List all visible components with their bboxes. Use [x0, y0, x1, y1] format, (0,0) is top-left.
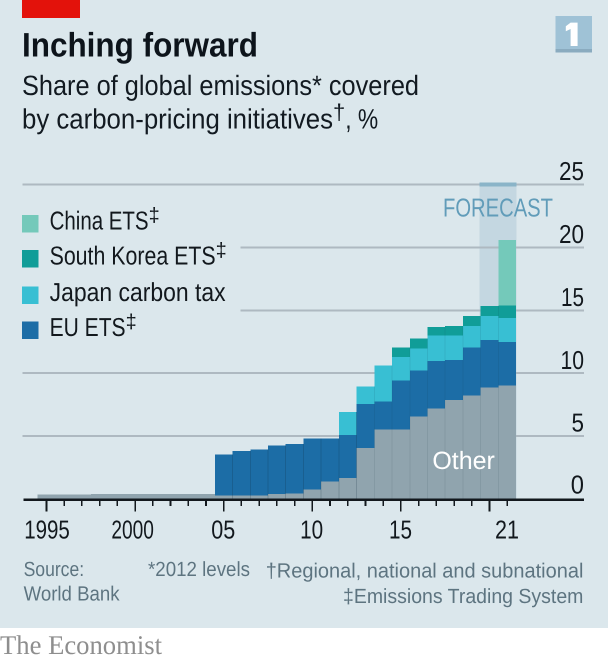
svg-text:25: 25 — [559, 156, 584, 186]
svg-text:1995: 1995 — [24, 514, 70, 544]
svg-text:Source:: Source: — [24, 558, 85, 581]
svg-text:Inching forward: Inching forward — [22, 27, 258, 65]
svg-text:05: 05 — [211, 514, 235, 544]
svg-text:15: 15 — [389, 514, 412, 544]
svg-text:20: 20 — [559, 219, 584, 249]
svg-text:15: 15 — [561, 282, 584, 312]
svg-text:FORECAST: FORECAST — [443, 192, 553, 222]
svg-text:World Bank: World Bank — [24, 583, 121, 606]
svg-text:21: 21 — [495, 514, 519, 544]
svg-text:10: 10 — [561, 345, 585, 375]
svg-text:‡Emissions Trading System: ‡Emissions Trading System — [343, 585, 583, 608]
svg-text:South Korea ETS‡: South Korea ETS‡ — [50, 240, 227, 271]
svg-text:Other: Other — [432, 447, 495, 475]
svg-text:EU ETS‡: EU ETS‡ — [50, 311, 137, 342]
svg-text:Japan carbon tax: Japan carbon tax — [50, 277, 226, 307]
svg-text:China ETS‡: China ETS‡ — [50, 204, 160, 235]
svg-text:*2012 levels: *2012 levels — [148, 558, 250, 581]
svg-text:2000: 2000 — [111, 514, 154, 544]
svg-text:Share of global emissions* cov: Share of global emissions* covered — [22, 70, 419, 101]
svg-text:5: 5 — [572, 408, 585, 438]
svg-text:†Regional, national and subnat: †Regional, national and subnational — [266, 559, 584, 582]
svg-text:by carbon-pricing initiatives†: by carbon-pricing initiatives†, % — [22, 100, 378, 135]
svg-text:10: 10 — [300, 514, 323, 544]
svg-text:0: 0 — [571, 470, 584, 500]
svg-text:The Economist: The Economist — [0, 630, 162, 660]
